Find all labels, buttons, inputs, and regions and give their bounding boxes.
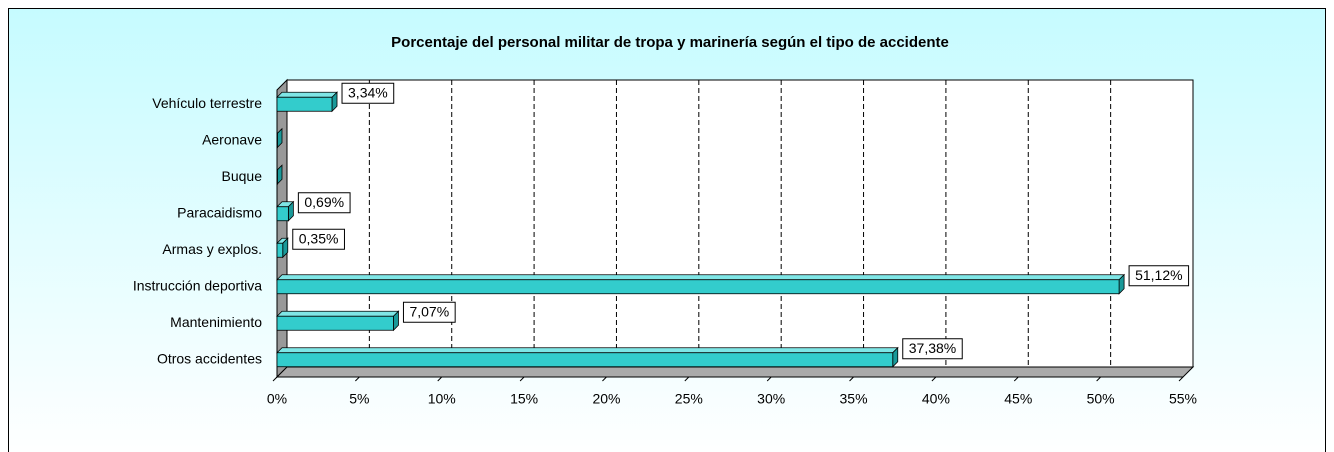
y-tick-label: Instrucción deportiva: [133, 277, 262, 293]
chart-title: Porcentaje del personal militar de tropa…: [391, 34, 949, 51]
value-label: 0,35%: [299, 230, 339, 246]
bar-top: [276, 274, 1126, 281]
x-tick-label: 25%: [675, 391, 703, 407]
y-tick-label: Aeronave: [202, 131, 262, 147]
x-tick-label: 5%: [349, 391, 369, 407]
floor: [275, 366, 1195, 378]
x-tick-label: 10%: [428, 391, 456, 407]
left-wall: [276, 78, 288, 379]
bar: [276, 242, 284, 258]
x-tick-label: 50%: [1087, 391, 1115, 407]
value-label: 37,38%: [909, 340, 956, 356]
x-tick: [766, 376, 772, 382]
bar: [276, 169, 278, 185]
bar: [276, 96, 333, 112]
back-wall: [286, 79, 1194, 368]
bar: [276, 315, 394, 331]
y-tick-label: Paracaidismo: [177, 204, 262, 220]
bar: [276, 206, 289, 222]
y-tick-label: Vehículo terrestre: [152, 95, 262, 111]
x-tick: [355, 376, 360, 382]
x-tick-label: 0%: [267, 391, 287, 407]
y-tick-label: Otros accidentes: [157, 350, 262, 366]
x-tick-label: 20%: [592, 391, 620, 407]
x-tick: [437, 376, 443, 382]
x-tick: [684, 376, 690, 382]
x-tick-label: 35%: [840, 391, 868, 407]
y-tick-label: Buque: [222, 168, 263, 184]
x-tick: [931, 376, 937, 382]
value-label-box: [297, 192, 351, 214]
y-tick-label: Mantenimiento: [170, 314, 262, 330]
x-tick: [272, 376, 278, 382]
bar-top: [276, 91, 338, 98]
bar-top: [276, 310, 400, 317]
x-tick: [1013, 376, 1019, 382]
x-tick-label: 15%: [510, 391, 538, 407]
x-tick: [1096, 376, 1101, 382]
value-label-box: [902, 338, 963, 360]
value-label-box: [402, 301, 456, 323]
value-label: 3,34%: [348, 84, 388, 100]
value-label: 51,12%: [1135, 267, 1182, 283]
x-tick-label: 30%: [757, 391, 785, 407]
value-label-box: [341, 82, 395, 104]
x-tick-label: 55%: [1169, 391, 1197, 407]
value-label-box: [1128, 265, 1190, 287]
x-tick: [849, 376, 854, 382]
x-tick-label: 40%: [922, 391, 950, 407]
y-tick-label: Armas y explos.: [162, 241, 262, 257]
bar: [276, 133, 278, 149]
x-tick: [602, 376, 607, 382]
bar: [276, 352, 894, 368]
value-label-box: [292, 228, 345, 250]
x-tick: [519, 376, 525, 382]
x-tick: [1178, 376, 1184, 382]
bar-top: [276, 347, 899, 354]
value-label: 0,69%: [304, 194, 344, 210]
x-tick-label: 45%: [1004, 391, 1032, 407]
bar: [276, 279, 1120, 295]
value-label: 7,07%: [409, 303, 449, 319]
